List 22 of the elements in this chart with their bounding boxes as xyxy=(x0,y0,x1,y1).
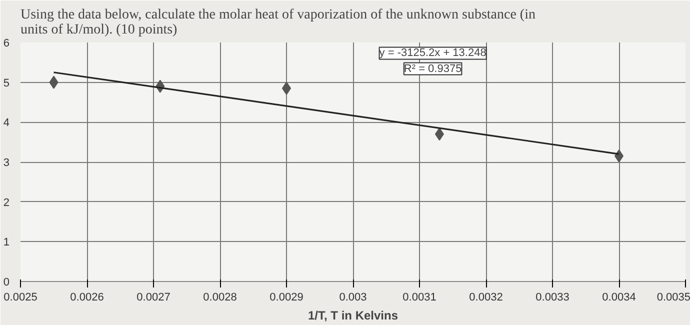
x-tick-label: 0.003 xyxy=(339,292,367,304)
y-tick-label: 5 xyxy=(3,77,10,90)
x-tick-label: 0.0035 xyxy=(656,292,691,304)
y-tick-label: 2 xyxy=(3,196,10,209)
point xyxy=(434,128,444,141)
x-tick-label: 0.0027 xyxy=(136,292,170,304)
y-tick-label: 0 xyxy=(3,276,10,288)
chart-title: Using the data below, calculate the molar heat of vaporization of the unknown substance (in units of kJ/mol). (10 points) xyxy=(20,8,536,38)
x-tick-label: 0.0026 xyxy=(70,292,104,304)
y-tick-label: 4 xyxy=(3,117,10,130)
x-axis-title: 1/T, T in Kelvins xyxy=(308,308,398,322)
x-tick-label: 0.0025 xyxy=(4,292,38,304)
x-tick-label: 0.0033 xyxy=(536,292,570,304)
x-tick-label: 0.0031 xyxy=(402,292,436,304)
x-tick-label: 0.0028 xyxy=(203,292,237,304)
x-tick-label: 0.0032 xyxy=(469,292,503,304)
x-tick-label: 0.0034 xyxy=(602,292,636,304)
y-tick-label: 3 xyxy=(3,157,10,169)
y-tick-label: 1 xyxy=(3,236,10,249)
y-tick-label: 6 xyxy=(3,38,10,50)
point xyxy=(49,76,58,89)
x-tick-label: 0.0029 xyxy=(270,292,304,304)
